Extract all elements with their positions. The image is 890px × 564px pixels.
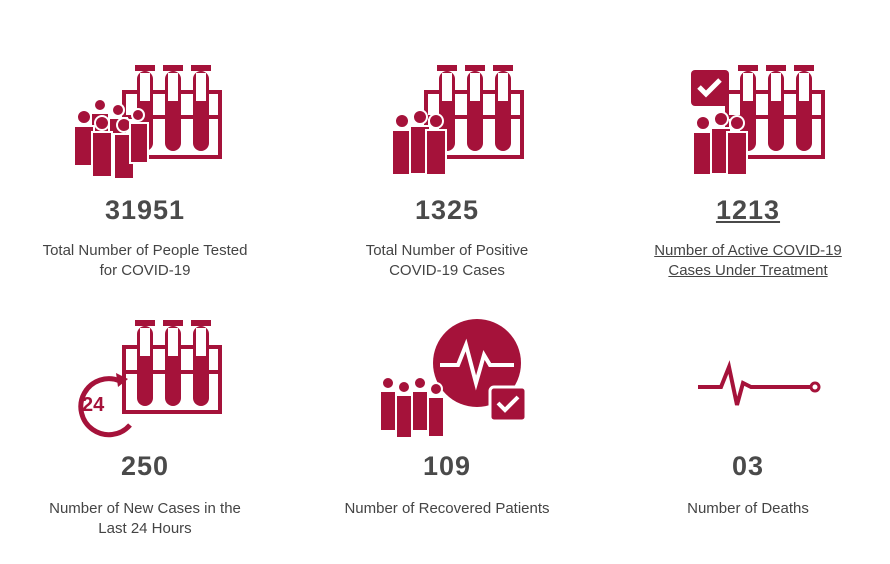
recovered-label: Number of Recovered Patients (302, 499, 592, 519)
deaths-value: 03 (731, 451, 765, 481)
active-cases-label-link[interactable]: Number of Active COVID-19 Cases Under Tr… (603, 241, 890, 281)
label-line-1: Number of Deaths (687, 500, 809, 517)
label-line-1: Total Number of Positive (365, 242, 529, 259)
people-tested-label: Total Number of People Tested for COVID-… (0, 241, 290, 281)
24-hours-text: 24 (82, 394, 105, 416)
label-line-2[interactable]: Cases Under Treatment (668, 262, 828, 279)
test-tubes-checkmark-icon (603, 55, 890, 185)
test-tubes-crowd-icon (0, 55, 290, 185)
label-line-2: Last 24 Hours (98, 520, 192, 537)
people-tested-value: 31951 (104, 195, 186, 225)
active-cases-value[interactable]: 1213 (715, 195, 781, 225)
label-line-2: for COVID-19 (99, 262, 191, 279)
new-cases-value: 250 (120, 451, 170, 481)
label-line-1[interactable]: Number of Active COVID-19 (654, 242, 842, 259)
label-line-1: Total Number of People Tested (42, 242, 248, 259)
label-line-2: COVID-19 Cases (389, 262, 505, 279)
test-tubes-people-icon (302, 55, 592, 185)
deaths-label: Number of Deaths (603, 499, 890, 519)
flatline-heartbeat-icon (603, 315, 890, 445)
new-cases-label: Number of New Cases in the Last 24 Hours (0, 499, 290, 539)
positive-cases-label: Total Number of Positive COVID-19 Cases (302, 241, 592, 281)
recovered-value: 109 (422, 451, 472, 481)
positive-cases-value: 1325 (414, 195, 480, 225)
test-tubes-24-hours-icon: 24 (0, 315, 290, 445)
label-line-1: Number of Recovered Patients (344, 500, 550, 517)
label-line-1: Number of New Cases in the (49, 500, 241, 517)
recovered-heartbeat-icon (302, 315, 592, 445)
